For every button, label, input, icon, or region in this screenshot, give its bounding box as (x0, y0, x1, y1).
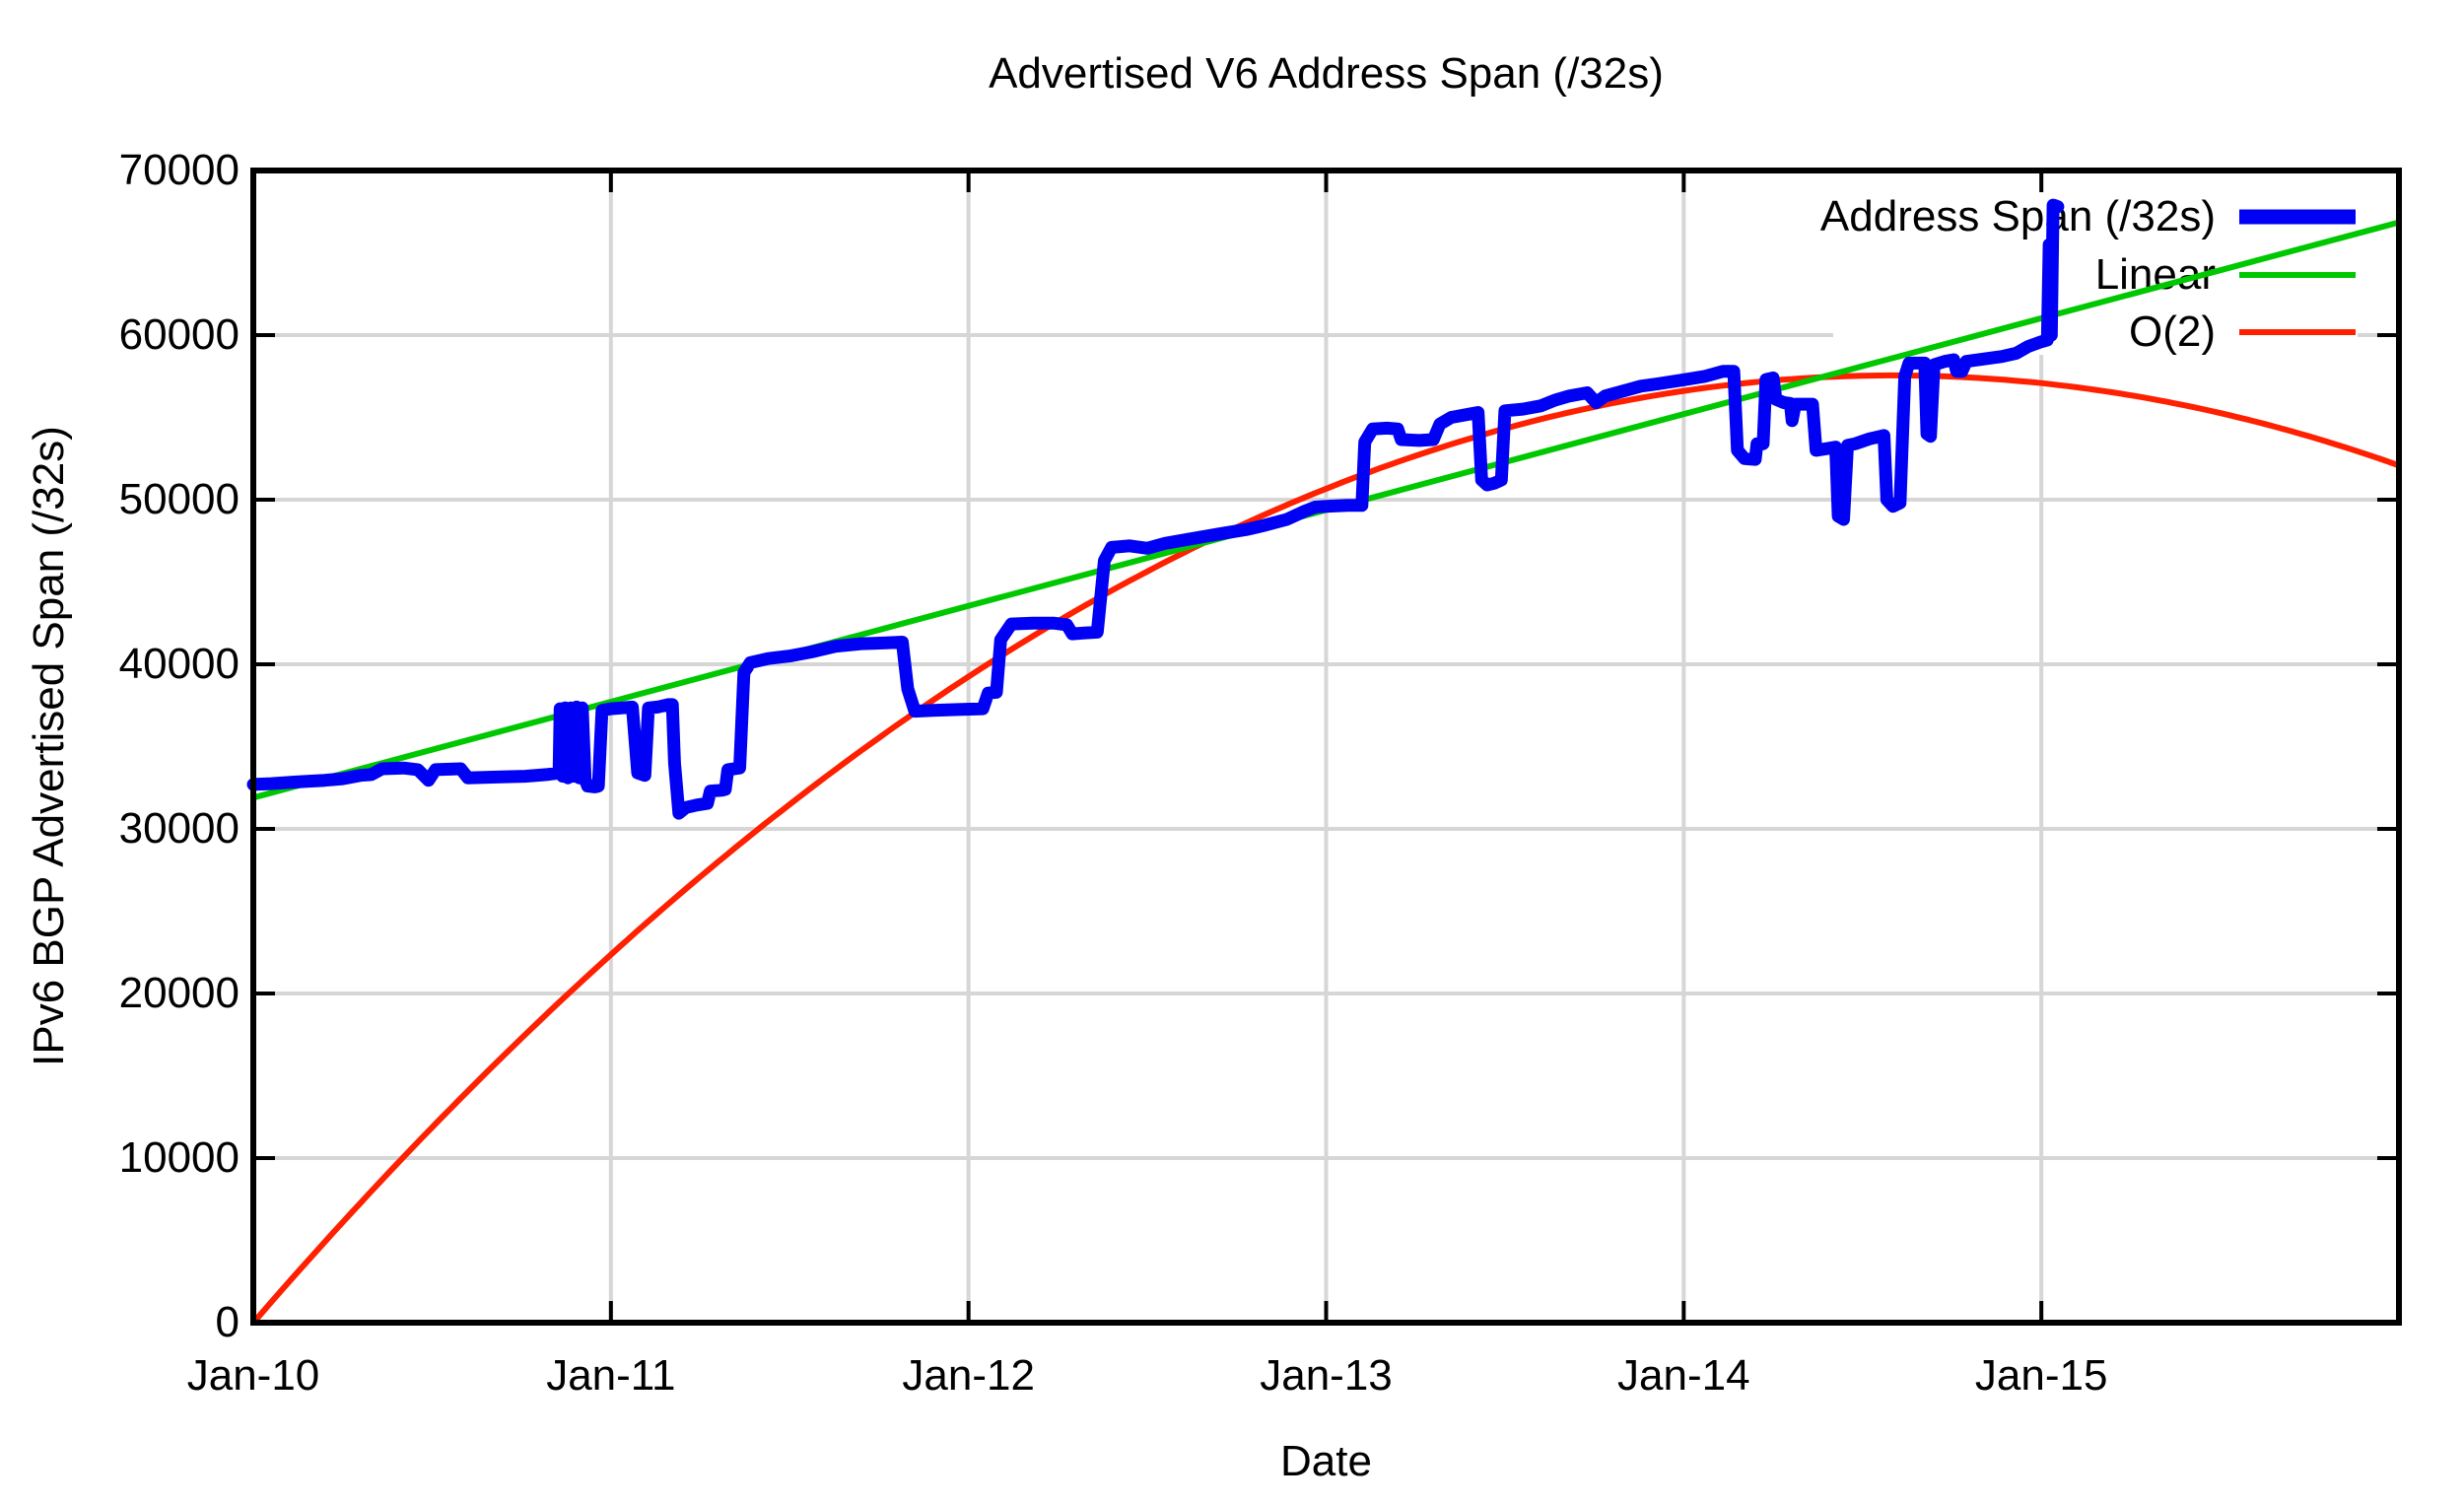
x-tick-label: Jan-14 (1617, 1351, 1750, 1400)
y-tick-label: 60000 (118, 310, 240, 359)
x-tick-label: Jan-12 (902, 1351, 1035, 1400)
x-tick-label: Jan-10 (186, 1351, 320, 1400)
x-tick-label: Jan-11 (546, 1351, 676, 1400)
y-tick-label: 30000 (118, 804, 240, 853)
y-tick-label: 40000 (118, 640, 240, 688)
y-axis-label: IPv6 BGP Advertised Span (/32s) (25, 426, 73, 1066)
x-tick-label: Jan-15 (1974, 1351, 2108, 1400)
y-tick-label: 20000 (118, 969, 240, 1017)
legend-item-address-span: Address Span (/32s) (1819, 192, 2216, 240)
legend-item-o2: O(2) (2129, 308, 2216, 356)
x-axis-label: Date (1280, 1437, 1372, 1485)
y-tick-label: 50000 (118, 475, 240, 523)
y-tick-label: 0 (215, 1298, 240, 1346)
chart-title: Advertised V6 Address Span (/32s) (989, 49, 1664, 98)
x-tick-label: Jan-13 (1260, 1351, 1393, 1400)
legend-item-linear: Linear (2094, 250, 2216, 299)
y-tick-label: 70000 (118, 146, 240, 194)
y-tick-label: 10000 (118, 1133, 240, 1182)
